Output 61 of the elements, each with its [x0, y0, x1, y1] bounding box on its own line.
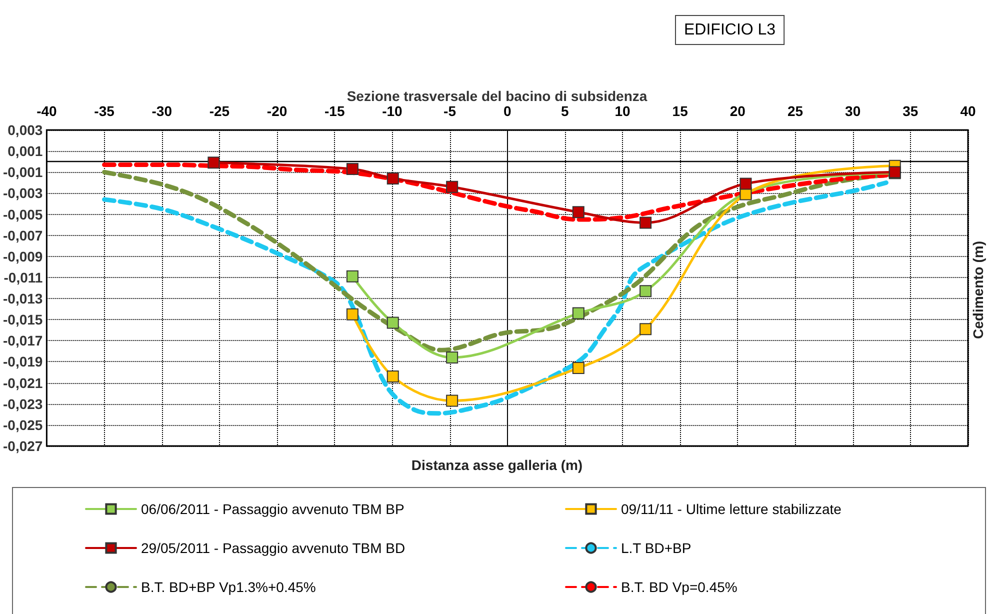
- legend-label: 29/05/2011 - Passaggio avvenuto TBM BD: [141, 540, 406, 556]
- y-tick-label: -0,015: [2, 312, 43, 328]
- legend-label: 06/06/2011 - Passaggio avvenuto TBM BP: [141, 501, 404, 517]
- y-tick-label: 0,001: [8, 143, 43, 160]
- text: EDIFICIO L3: [684, 22, 776, 38]
- point: [640, 323, 652, 336]
- legend-label: L.T BD+BP: [621, 540, 692, 556]
- x-tick-label: 25: [787, 103, 804, 119]
- x-tick-label: 35: [902, 103, 918, 119]
- x-tick-label: 10: [614, 103, 631, 119]
- x-tick-label: -25: [209, 103, 230, 119]
- y-tick-label: -0,021: [2, 374, 43, 391]
- legend-label: B.T. BD+BP Vp1.3%+0.45%: [141, 579, 316, 595]
- y-tick-label: -0,025: [2, 416, 43, 433]
- y-tick-label: -0,007: [2, 227, 43, 244]
- y-tick-label: -0,009: [2, 248, 43, 264]
- x-tick-label: -10: [382, 103, 403, 119]
- point: [572, 206, 584, 218]
- point: [346, 270, 358, 282]
- point: [386, 172, 399, 184]
- y-tick-label: -0,003: [2, 185, 43, 202]
- y-tick-label: -0,005: [2, 206, 43, 222]
- point: [572, 307, 584, 320]
- point: [572, 362, 584, 374]
- y-tick-label: 0,003: [8, 122, 43, 138]
- point: [208, 156, 220, 169]
- x-tick-label: -30: [152, 103, 172, 119]
- line-series: [102, 180, 888, 416]
- x-tick-label: -35: [94, 103, 115, 119]
- y-tick-label: -0,027: [2, 438, 43, 454]
- x-tick-label: -5: [444, 103, 456, 119]
- y-tick-label: -0,019: [2, 354, 43, 370]
- point: [640, 216, 652, 229]
- y-tick-label: -0,013: [2, 290, 43, 307]
- point: [740, 178, 752, 190]
- y-tick-label: -0,017: [2, 332, 43, 349]
- x-tick-label: 0: [503, 103, 512, 119]
- chart-title: Sezione trasversale del bacino di subsidenza: [346, 88, 648, 104]
- point: [446, 180, 458, 193]
- x-tick-label: 30: [845, 103, 861, 119]
- x-tick-label: -15: [324, 103, 345, 119]
- y-axis-title: Cedimento (m): [970, 241, 986, 339]
- point: [386, 370, 399, 382]
- x-tick-label: 5: [561, 103, 570, 119]
- x-tick-label: 40: [960, 103, 976, 119]
- legend-label: 09/11/11 - Ultime letture stabilizzate: [621, 501, 842, 517]
- point: [346, 308, 358, 320]
- point: [386, 316, 399, 329]
- point: [446, 352, 458, 364]
- point: [346, 162, 358, 175]
- x-axis-title: Distanza asse galleria (m): [411, 457, 583, 473]
- point: [640, 285, 652, 298]
- y-tick-label: -0,001: [2, 164, 43, 180]
- x-tick-label: -20: [266, 103, 288, 119]
- x-tick-label: 15: [672, 103, 688, 119]
- point: [446, 394, 458, 407]
- y-tick-label: -0,011: [4, 269, 43, 286]
- x-tick-label: 20: [730, 103, 746, 119]
- y-tick-label: -0,023: [2, 396, 43, 412]
- legend-label: B.T. BD Vp=0.45%: [621, 579, 738, 595]
- x-tick-label: -40: [36, 103, 58, 119]
